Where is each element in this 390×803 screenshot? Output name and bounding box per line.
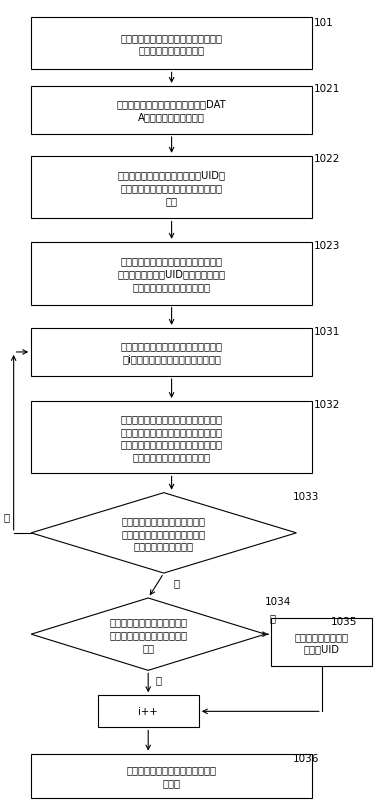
Polygon shape	[31, 598, 265, 671]
Text: 101: 101	[314, 18, 334, 27]
Text: 是: 是	[174, 577, 179, 587]
Text: 1021: 1021	[314, 84, 340, 94]
Text: 1031: 1031	[314, 327, 340, 336]
Text: i++: i++	[138, 707, 158, 716]
Text: 1036: 1036	[292, 753, 319, 763]
FancyBboxPatch shape	[31, 243, 312, 305]
FancyBboxPatch shape	[31, 157, 312, 219]
FancyBboxPatch shape	[31, 402, 312, 474]
Text: 否: 否	[269, 613, 275, 622]
Text: 是: 是	[156, 675, 162, 684]
Text: 每隔预设周期读取所述移动终端中DAT
A分区中的电量统计文件: 每隔预设周期读取所述移动终端中DAT A分区中的电量统计文件	[117, 100, 227, 122]
Text: 1035: 1035	[331, 617, 357, 626]
FancyBboxPatch shape	[98, 695, 199, 728]
Text: 判断计算所得的该第三方应用程
序的资源使用增量是否超过预设
的资源使用增量阈值？: 判断计算所得的该第三方应用程 序的资源使用增量是否超过预设 的资源使用增量阈值？	[122, 516, 206, 551]
Text: 1023: 1023	[314, 241, 340, 251]
FancyBboxPatch shape	[31, 18, 312, 71]
Text: 获取移动终端中所安装的属于第三方应
用程序的应用程序列表。: 获取移动终端中所安装的属于第三方应 用程序的应用程序列表。	[121, 33, 223, 55]
Text: 读取当前周期的资源使用时长链表中的
第i个第三方应用程序的资源使用时长: 读取当前周期的资源使用时长链表中的 第i个第三方应用程序的资源使用时长	[121, 341, 223, 364]
Text: 判断该第三方应用程序是否为
用户正在使用的第三方应用程
序？: 判断该第三方应用程序是否为 用户正在使用的第三方应用程 序？	[109, 617, 187, 652]
Text: 将该第三方应用程序的当前周期的资源
使用时长与上一周期的资源使用时长作
差，求出该第三方应用程序当前周期相
对于上一周期的资源使用增量: 将该第三方应用程序的当前周期的资源 使用时长与上一周期的资源使用时长作 差，求出…	[121, 414, 223, 462]
Text: 存储全部第三方应用程序的资源使
用时长: 存储全部第三方应用程序的资源使 用时长	[127, 764, 216, 787]
FancyBboxPatch shape	[271, 618, 372, 666]
Text: 1034: 1034	[265, 597, 292, 606]
Text: 记录所述第三方应用
程序的UID: 记录所述第三方应用 程序的UID	[295, 631, 349, 654]
FancyBboxPatch shape	[31, 87, 312, 135]
FancyBboxPatch shape	[31, 328, 312, 377]
Text: 否: 否	[4, 512, 10, 521]
Text: 1022: 1022	[314, 154, 340, 164]
Text: 将每一第三方应用程序的资源使用时长
以应用的标识信息UID为索引组成一个
当前周期的资源使用时长链表: 将每一第三方应用程序的资源使用时长 以应用的标识信息UID为索引组成一个 当前周…	[118, 256, 225, 291]
Text: 1033: 1033	[292, 491, 319, 501]
Polygon shape	[31, 493, 296, 573]
Text: 1032: 1032	[314, 400, 340, 410]
Text: 通过所获得的第三方应用程序的UID到
电量统计文件中解析所对应的资源使用
时长: 通过所获得的第三方应用程序的UID到 电量统计文件中解析所对应的资源使用 时长	[118, 170, 225, 206]
FancyBboxPatch shape	[31, 753, 312, 798]
